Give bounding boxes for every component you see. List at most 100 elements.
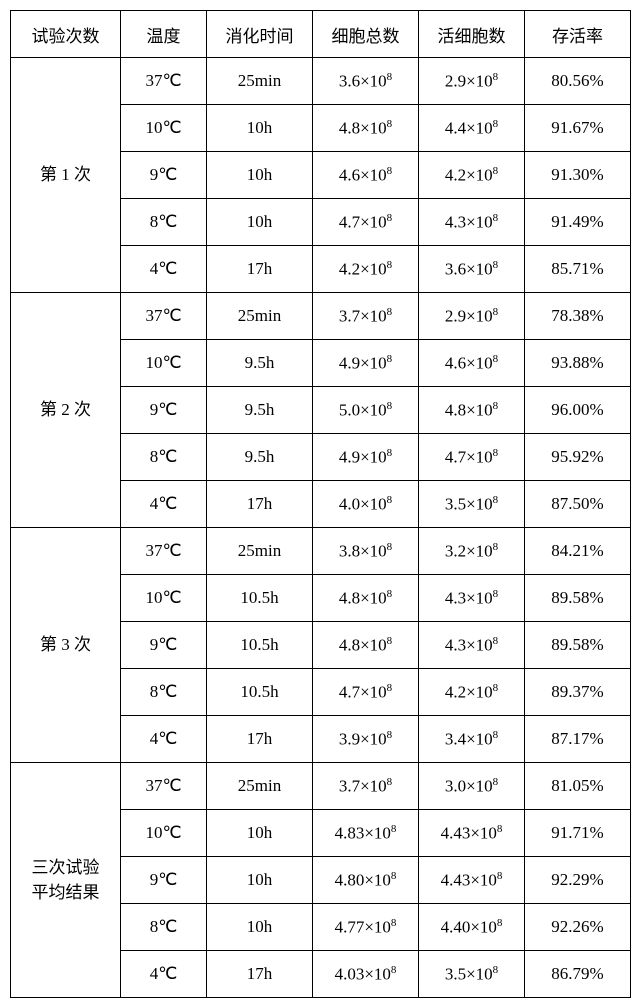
cell-time: 9.5h [207, 340, 313, 387]
cell-time: 17h [207, 246, 313, 293]
cell-time: 10h [207, 904, 313, 951]
cell-temp: 37℃ [121, 763, 207, 810]
cell-temp: 37℃ [121, 528, 207, 575]
data-table: 试验次数 温度 消化时间 细胞总数 活细胞数 存活率 第 1 次37℃25min… [10, 10, 631, 998]
cell-temp: 10℃ [121, 105, 207, 152]
cell-total: 4.9×108 [313, 340, 419, 387]
cell-time: 17h [207, 481, 313, 528]
cell-rate: 91.71% [525, 810, 631, 857]
cell-total: 4.8×108 [313, 105, 419, 152]
cell-temp: 8℃ [121, 199, 207, 246]
cell-live: 3.2×108 [419, 528, 525, 575]
cell-time: 25min [207, 58, 313, 105]
cell-live: 4.4×108 [419, 105, 525, 152]
cell-time: 17h [207, 951, 313, 998]
table-row: 三次试验平均结果37℃25min3.7×1083.0×10881.05% [11, 763, 631, 810]
cell-live: 3.5×108 [419, 481, 525, 528]
header-row: 试验次数 温度 消化时间 细胞总数 活细胞数 存活率 [11, 11, 631, 58]
cell-rate: 93.88% [525, 340, 631, 387]
cell-rate: 86.79% [525, 951, 631, 998]
cell-live: 4.6×108 [419, 340, 525, 387]
cell-live: 4.8×108 [419, 387, 525, 434]
cell-rate: 78.38% [525, 293, 631, 340]
cell-rate: 87.50% [525, 481, 631, 528]
cell-time: 17h [207, 716, 313, 763]
cell-rate: 96.00% [525, 387, 631, 434]
cell-temp: 37℃ [121, 58, 207, 105]
table-row: 第 2 次37℃25min3.7×1082.9×10878.38% [11, 293, 631, 340]
cell-total: 3.6×108 [313, 58, 419, 105]
cell-rate: 91.49% [525, 199, 631, 246]
cell-live: 4.3×108 [419, 622, 525, 669]
cell-temp: 37℃ [121, 293, 207, 340]
group-label: 三次试验平均结果 [11, 763, 121, 998]
cell-temp: 10℃ [121, 575, 207, 622]
cell-temp: 4℃ [121, 481, 207, 528]
cell-rate: 92.26% [525, 904, 631, 951]
cell-total: 4.83×108 [313, 810, 419, 857]
cell-temp: 10℃ [121, 340, 207, 387]
cell-time: 25min [207, 293, 313, 340]
cell-live: 4.2×108 [419, 669, 525, 716]
cell-temp: 9℃ [121, 387, 207, 434]
cell-live: 3.6×108 [419, 246, 525, 293]
cell-live: 3.5×108 [419, 951, 525, 998]
cell-time: 10.5h [207, 669, 313, 716]
cell-rate: 85.71% [525, 246, 631, 293]
cell-total: 4.9×108 [313, 434, 419, 481]
cell-live: 4.2×108 [419, 152, 525, 199]
cell-time: 10.5h [207, 575, 313, 622]
cell-rate: 84.21% [525, 528, 631, 575]
cell-total: 4.0×108 [313, 481, 419, 528]
cell-time: 10.5h [207, 622, 313, 669]
cell-time: 9.5h [207, 387, 313, 434]
cell-temp: 9℃ [121, 857, 207, 904]
table-row: 第 1 次37℃25min3.6×1082.9×10880.56% [11, 58, 631, 105]
cell-total: 3.9×108 [313, 716, 419, 763]
cell-total: 4.2×108 [313, 246, 419, 293]
cell-live: 3.4×108 [419, 716, 525, 763]
cell-temp: 8℃ [121, 434, 207, 481]
cell-rate: 81.05% [525, 763, 631, 810]
header-temp: 温度 [121, 11, 207, 58]
cell-total: 4.80×108 [313, 857, 419, 904]
group-label: 第 3 次 [11, 528, 121, 763]
group-label: 第 1 次 [11, 58, 121, 293]
header-trial: 试验次数 [11, 11, 121, 58]
cell-total: 5.0×108 [313, 387, 419, 434]
cell-live: 4.43×108 [419, 857, 525, 904]
cell-total: 4.6×108 [313, 152, 419, 199]
cell-live: 4.7×108 [419, 434, 525, 481]
cell-time: 10h [207, 152, 313, 199]
header-total: 细胞总数 [313, 11, 419, 58]
cell-temp: 9℃ [121, 622, 207, 669]
cell-total: 4.03×108 [313, 951, 419, 998]
header-time: 消化时间 [207, 11, 313, 58]
header-live: 活细胞数 [419, 11, 525, 58]
cell-time: 25min [207, 528, 313, 575]
cell-live: 2.9×108 [419, 293, 525, 340]
cell-live: 4.3×108 [419, 575, 525, 622]
cell-live: 2.9×108 [419, 58, 525, 105]
cell-temp: 8℃ [121, 669, 207, 716]
cell-time: 10h [207, 105, 313, 152]
cell-rate: 95.92% [525, 434, 631, 481]
cell-total: 4.77×108 [313, 904, 419, 951]
cell-rate: 87.17% [525, 716, 631, 763]
header-rate: 存活率 [525, 11, 631, 58]
cell-live: 4.43×108 [419, 810, 525, 857]
cell-total: 3.7×108 [313, 293, 419, 340]
cell-total: 4.8×108 [313, 575, 419, 622]
cell-rate: 91.67% [525, 105, 631, 152]
cell-temp: 4℃ [121, 716, 207, 763]
cell-temp: 8℃ [121, 904, 207, 951]
cell-rate: 89.58% [525, 575, 631, 622]
cell-rate: 89.37% [525, 669, 631, 716]
cell-time: 9.5h [207, 434, 313, 481]
cell-time: 10h [207, 810, 313, 857]
cell-time: 10h [207, 199, 313, 246]
cell-total: 4.7×108 [313, 669, 419, 716]
cell-live: 3.0×108 [419, 763, 525, 810]
cell-rate: 91.30% [525, 152, 631, 199]
cell-temp: 10℃ [121, 810, 207, 857]
